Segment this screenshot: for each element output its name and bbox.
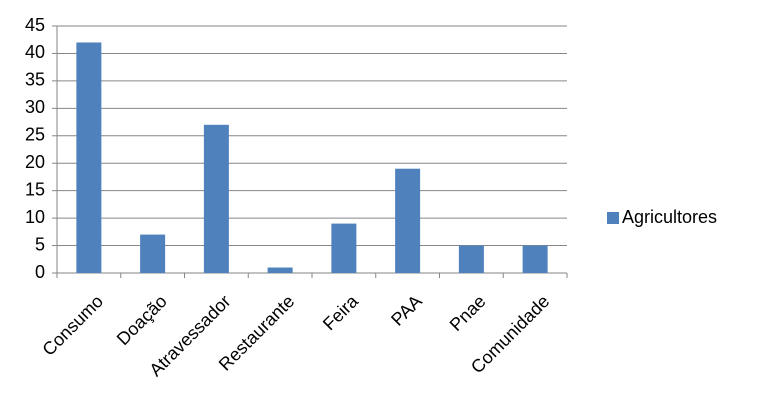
y-tick-label: 45: [25, 15, 45, 35]
bar: [331, 223, 357, 273]
x-tick-label: PAA: [387, 291, 426, 330]
y-tick-label: 25: [25, 125, 45, 145]
x-tick-label: Feira: [319, 290, 363, 334]
bar: [140, 234, 166, 273]
bar: [522, 245, 548, 273]
y-tick-label: 0: [35, 262, 45, 282]
y-tick-label: 30: [25, 97, 45, 117]
y-tick-label: 10: [25, 207, 45, 227]
x-tick-label: Consumo: [38, 291, 107, 360]
legend-swatch: [607, 212, 619, 224]
x-tick-label: Pnae: [446, 291, 490, 335]
y-tick-label: 5: [35, 234, 45, 254]
bar: [458, 245, 484, 273]
y-tick-label: 35: [25, 70, 45, 90]
y-tick-label: 20: [25, 152, 45, 172]
bar: [395, 168, 421, 273]
y-tick-label: 40: [25, 42, 45, 62]
y-tick-label: 15: [25, 179, 45, 199]
bar: [76, 42, 102, 273]
legend-label: Agricultores: [622, 207, 717, 227]
bar: [267, 267, 293, 273]
x-tick-label: Doação: [113, 291, 171, 349]
bar: [203, 124, 229, 273]
